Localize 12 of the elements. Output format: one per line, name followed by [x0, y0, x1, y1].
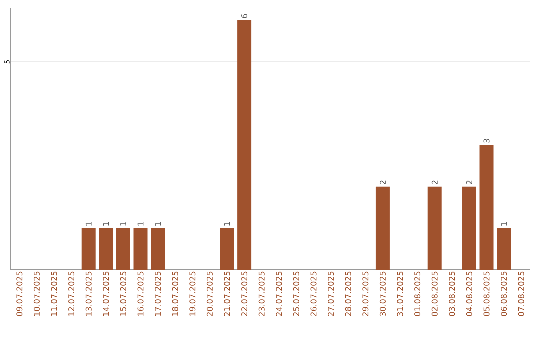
bar — [99, 228, 114, 270]
bar — [480, 145, 494, 270]
bar — [497, 228, 512, 270]
bar — [220, 228, 234, 270]
bar — [82, 228, 96, 270]
bar — [238, 20, 252, 270]
bar — [151, 228, 166, 270]
bar — [462, 186, 476, 270]
bar — [116, 228, 130, 270]
bar — [134, 228, 148, 270]
bar — [428, 186, 442, 270]
bar — [376, 186, 390, 270]
